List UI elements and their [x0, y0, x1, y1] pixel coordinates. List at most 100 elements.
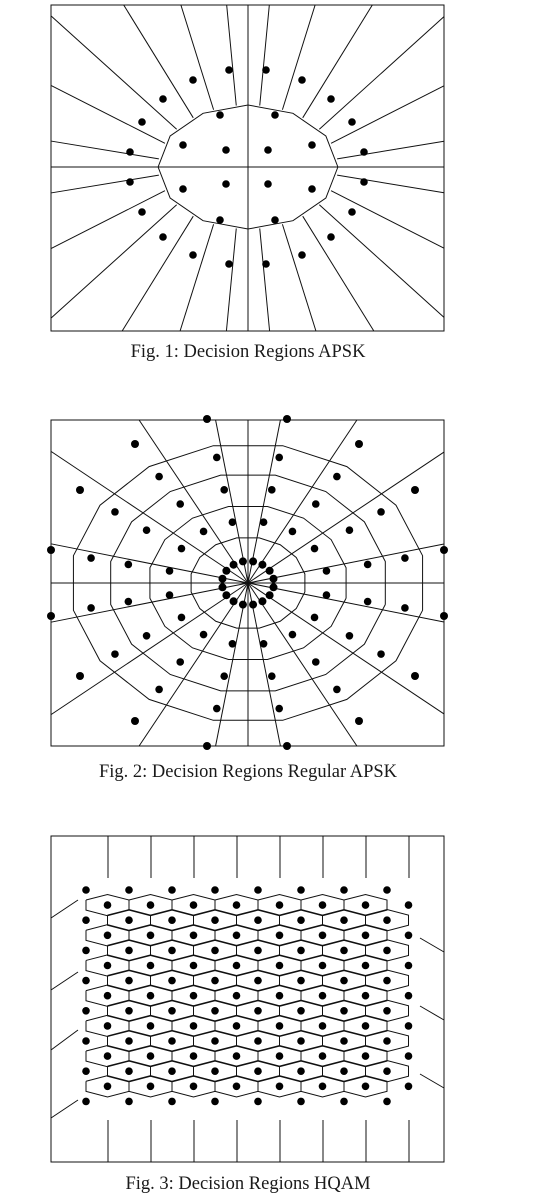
constellation-point: [131, 717, 139, 725]
constellation-point: [228, 518, 237, 526]
constellation-point: [189, 1022, 198, 1030]
constellation-point: [232, 991, 241, 1000]
figure-2: Fig. 2: Decision Regions Regular APSK: [47, 415, 448, 782]
region-boundary: [337, 174, 445, 194]
constellation-point: [361, 901, 370, 909]
constellation-point: [126, 178, 134, 186]
constellation-point: [269, 574, 278, 583]
region-boundary: [121, 215, 194, 332]
constellation-point: [189, 251, 197, 259]
figure-3-caption: Fig. 3: Decision Regions HQAM: [125, 1174, 371, 1194]
constellation-point: [275, 704, 284, 713]
constellation-point: [377, 650, 385, 658]
constellation-point: [238, 557, 247, 566]
constellation-point: [82, 1007, 90, 1015]
constellation-point: [404, 931, 413, 940]
constellation-point: [168, 976, 176, 985]
constellation-point: [76, 486, 84, 494]
constellation-point: [103, 991, 112, 1000]
region-boundary: [50, 450, 249, 584]
constellation-point: [47, 546, 55, 554]
constellation-point: [361, 1082, 370, 1091]
constellation-point: [327, 233, 335, 241]
constellation-point: [168, 1037, 176, 1045]
constellation-point: [383, 1037, 391, 1045]
region-boundary: [50, 140, 159, 160]
constellation-point: [297, 1067, 305, 1075]
constellation-point: [165, 567, 174, 575]
constellation-point: [47, 612, 55, 620]
constellation-point: [189, 961, 198, 970]
plot-frame: [50, 835, 445, 1163]
constellation-point: [211, 1007, 219, 1015]
constellation-point: [283, 415, 291, 423]
regular-apsk-decision-regions-plot: [47, 415, 448, 750]
constellation-point: [275, 453, 284, 462]
constellation-point: [363, 597, 372, 606]
constellation-point: [383, 916, 391, 924]
constellation-point: [383, 1067, 391, 1075]
constellation-point: [103, 961, 112, 970]
region-boundary: [247, 451, 445, 584]
region-boundary: [419, 1073, 445, 1089]
region-boundary: [247, 419, 358, 584]
constellation-point: [275, 931, 284, 940]
region-boundary: [365, 909, 409, 932]
constellation-point: [168, 916, 176, 924]
constellation-point: [259, 518, 268, 526]
constellation-point: [401, 604, 409, 612]
constellation-point: [199, 630, 208, 639]
constellation-point: [142, 631, 151, 640]
constellation-point: [264, 180, 272, 188]
constellation-point: [111, 650, 119, 658]
region-boundary: [318, 204, 445, 318]
constellation-point: [179, 141, 187, 149]
constellation-point: [222, 566, 231, 575]
constellation-point: [218, 574, 227, 583]
region-boundary: [247, 582, 445, 715]
constellation-point: [87, 554, 95, 562]
region-boundary: [225, 228, 237, 332]
constellation-point: [440, 546, 448, 554]
region-boundary: [215, 419, 249, 584]
constellation-point: [211, 886, 219, 894]
constellation-point: [297, 1037, 305, 1045]
constellation-point: [322, 591, 331, 599]
constellation-point: [288, 630, 297, 639]
region-boundary: [180, 4, 215, 110]
region-boundary: [343, 984, 388, 1007]
constellation-point: [159, 95, 167, 103]
region-boundary: [343, 954, 388, 977]
constellation-point: [318, 1082, 327, 1091]
apsk-decision-regions-plot: [50, 4, 445, 332]
constellation-point: [275, 991, 284, 1000]
constellation-point: [146, 1052, 155, 1060]
constellation-point: [361, 1052, 370, 1060]
region-boundary: [72, 445, 424, 721]
constellation-point: [355, 440, 363, 448]
constellation-point: [297, 946, 305, 955]
constellation-point: [211, 1037, 219, 1045]
constellation-point: [177, 613, 186, 622]
region-boundary: [343, 1014, 388, 1038]
constellation-point: [404, 1052, 413, 1060]
constellation-point: [340, 1007, 348, 1015]
constellation-point: [348, 208, 356, 216]
constellation-point: [103, 931, 112, 940]
constellation-point: [383, 976, 391, 985]
region-boundary: [50, 204, 178, 319]
constellation-point: [271, 216, 279, 224]
region-boundary: [259, 228, 271, 332]
constellation-point: [103, 1022, 112, 1030]
constellation-point: [212, 704, 221, 713]
constellation-point: [125, 976, 133, 985]
constellation-point: [220, 672, 228, 680]
constellation-point: [360, 178, 368, 186]
region-boundary: [50, 1099, 79, 1119]
constellation-point: [177, 544, 186, 553]
constellation-point: [189, 1052, 198, 1060]
constellation-point: [249, 600, 258, 609]
constellation-point: [146, 1022, 155, 1030]
region-boundary: [50, 543, 249, 584]
